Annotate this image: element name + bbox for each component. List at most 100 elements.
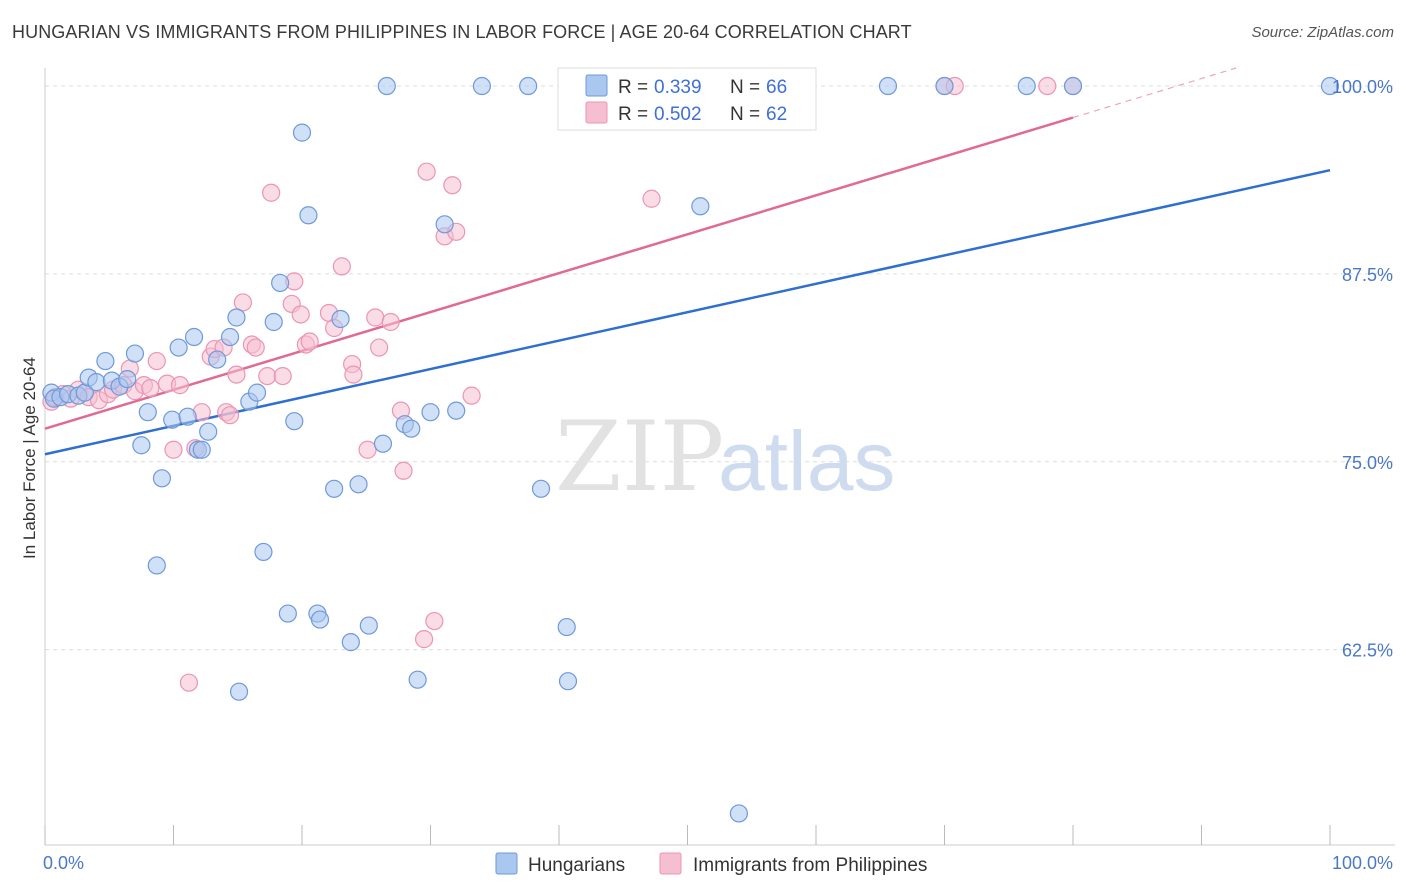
point-philippines-43: [344, 365, 363, 384]
point-hungarians-11: [118, 370, 137, 389]
y-axis-label: In Labor Force | Age 20-64: [20, 357, 39, 559]
point-philippines-44: [358, 440, 377, 459]
point-hungarians-34: [285, 412, 304, 431]
point-hungarians-36: [299, 206, 318, 225]
bottom-legend-label-hungarians: Hungarians: [528, 855, 625, 876]
point-hungarians-12: [125, 344, 145, 363]
point-hungarians-41: [341, 633, 360, 652]
point-hungarians-49: [421, 403, 440, 422]
point-hungarians-27: [229, 682, 249, 701]
point-philippines-46: [370, 338, 389, 357]
point-hungarians-19: [178, 407, 197, 426]
point-hungarians-45: [377, 76, 396, 96]
point-hungarians-65: [1320, 76, 1340, 96]
point-hungarians-40: [331, 309, 350, 329]
point-hungarians-26: [227, 308, 246, 327]
point-hungarians-8: [96, 351, 115, 371]
series-hungarians-points: [42, 76, 1340, 823]
point-hungarians-32: [271, 273, 290, 293]
watermark-atlas: atlas: [718, 414, 895, 508]
point-hungarians-42: [349, 475, 368, 494]
series-philippines-points: [42, 76, 1083, 692]
legend-n-value-philippines: 62: [766, 104, 787, 125]
legend-swatch-hungarians: [585, 74, 608, 97]
point-hungarians-16: [152, 469, 172, 488]
point-hungarians-54: [531, 479, 551, 498]
point-philippines-50: [414, 630, 434, 649]
point-hungarians-23: [199, 422, 218, 441]
point-philippines-28: [233, 293, 252, 312]
stats-legend: R = 0.339 N = 66 R = 0.502 N = 62: [557, 67, 817, 131]
legend-n-label-2: N =: [730, 104, 760, 125]
chart-title: HUNGARIAN VS IMMIGRANTS FROM PHILIPPINES…: [12, 22, 912, 42]
bottom-legend-swatch-philippines: [659, 852, 682, 875]
point-hungarians-15: [147, 556, 166, 575]
watermark-zip: ZIP: [555, 401, 724, 513]
point-philippines-26: [220, 406, 240, 425]
point-philippines-18: [170, 376, 190, 395]
point-philippines-41: [332, 257, 351, 276]
point-hungarians-43: [359, 616, 378, 635]
legend-r-label-2: R =: [618, 104, 648, 125]
point-hungarians-29: [247, 383, 267, 402]
point-philippines-32: [262, 183, 281, 202]
trend-lines: [44, 67, 1331, 456]
point-hungarians-31: [264, 312, 283, 332]
point-philippines-31: [258, 366, 277, 386]
point-hungarians-50: [435, 215, 454, 234]
legend-n-value-hungarians: 66: [766, 77, 787, 98]
point-hungarians-13: [132, 436, 151, 455]
legend-swatch-philippines: [585, 101, 608, 124]
y-tick-label-2: 87.5%: [1342, 265, 1393, 285]
point-hungarians-18: [169, 338, 188, 357]
y-tick-label-1: 75.0%: [1342, 453, 1393, 473]
point-hungarians-24: [208, 350, 227, 369]
point-philippines-60: [1038, 76, 1057, 96]
axes: [44, 68, 1395, 846]
point-hungarians-22: [192, 440, 211, 459]
point-hungarians-38: [310, 610, 330, 629]
point-philippines-49: [394, 461, 413, 480]
series-legend: Hungarians Immigrants from Philippines: [495, 852, 927, 876]
point-philippines-15: [147, 351, 166, 371]
x-tick-label-0: 0.0%: [43, 853, 84, 873]
point-hungarians-63: [1017, 76, 1036, 96]
legend-r-value-philippines: 0.502: [654, 104, 702, 125]
point-hungarians-14: [138, 403, 157, 422]
legend-r-label-1: R =: [618, 77, 648, 98]
point-hungarians-7: [87, 373, 106, 392]
point-hungarians-47: [402, 419, 421, 438]
point-philippines-57: [642, 189, 661, 208]
trend-line-philippines-extension: [1072, 67, 1237, 119]
point-hungarians-59: [729, 804, 749, 823]
point-philippines-47: [381, 312, 400, 332]
point-hungarians-52: [472, 76, 491, 96]
point-philippines-30: [246, 338, 265, 357]
point-hungarians-48: [408, 670, 427, 689]
trend-line-philippines: [44, 116, 1074, 430]
trend-line-hungarians: [44, 168, 1331, 456]
point-hungarians-51: [447, 401, 466, 420]
bottom-legend-swatch-hungarians: [495, 852, 518, 875]
point-philippines-54: [443, 176, 462, 195]
point-hungarians-53: [519, 76, 538, 96]
point-philippines-36: [291, 305, 310, 324]
legend-n-label-1: N =: [730, 77, 760, 98]
y-tick-label-3: 100.0%: [1332, 77, 1393, 97]
point-philippines-19: [179, 673, 199, 692]
point-philippines-33: [273, 366, 292, 386]
point-philippines-51: [417, 162, 436, 181]
watermark: ZIP atlas: [555, 401, 895, 513]
legend-r-value-hungarians: 0.339: [654, 77, 702, 98]
point-hungarians-30: [254, 542, 273, 562]
point-philippines-17: [164, 440, 183, 459]
x-tick-label-1: 100.0%: [1332, 853, 1393, 873]
point-hungarians-39: [325, 479, 344, 498]
point-hungarians-44: [373, 434, 393, 453]
point-hungarians-64: [1063, 76, 1083, 96]
point-hungarians-61: [878, 76, 898, 96]
bottom-legend-label-philippines: Immigrants from Philippines: [693, 855, 927, 876]
point-hungarians-35: [292, 123, 312, 142]
point-hungarians-58: [691, 197, 710, 216]
